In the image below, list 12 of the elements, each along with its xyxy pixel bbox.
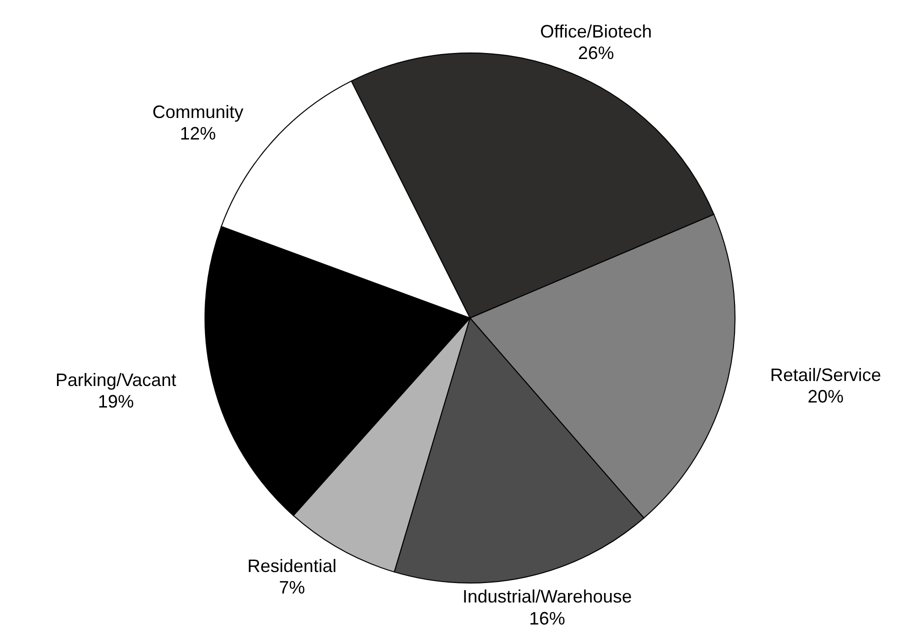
data-label: 12% — [180, 123, 216, 144]
slice-label: Retail/Service — [770, 364, 882, 385]
data-label: 20% — [808, 386, 844, 406]
slice-label: Residential — [247, 556, 336, 576]
data-label: 16% — [529, 608, 566, 628]
data-label: 19% — [98, 391, 134, 412]
slice-label: Community — [152, 102, 244, 122]
slice-label: Industrial/Warehouse — [462, 586, 632, 607]
slice-label: Parking/Vacant — [55, 370, 176, 390]
data-label: 26% — [578, 43, 614, 64]
data-label: 7% — [278, 578, 305, 598]
slice-label: Office/Biotech — [540, 22, 652, 42]
